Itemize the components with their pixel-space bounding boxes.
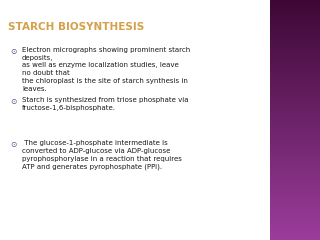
Text: Electron micrographs showing prominent starch
deposits,
as well as enzyme locali: Electron micrographs showing prominent s… (22, 47, 190, 92)
Text: Starch is synthesized from triose phosphate via
fructose-1,6-bisphosphate.: Starch is synthesized from triose phosph… (22, 97, 188, 111)
Text: ⊙: ⊙ (10, 140, 16, 149)
Text: ⊙: ⊙ (10, 97, 16, 106)
Text: The glucose-1-phosphate intermediate is
converted to ADP-glucose via ADP-glucose: The glucose-1-phosphate intermediate is … (22, 140, 182, 170)
Text: STARCH BIOSYNTHESIS: STARCH BIOSYNTHESIS (8, 22, 144, 32)
Text: ⊙: ⊙ (10, 47, 16, 56)
